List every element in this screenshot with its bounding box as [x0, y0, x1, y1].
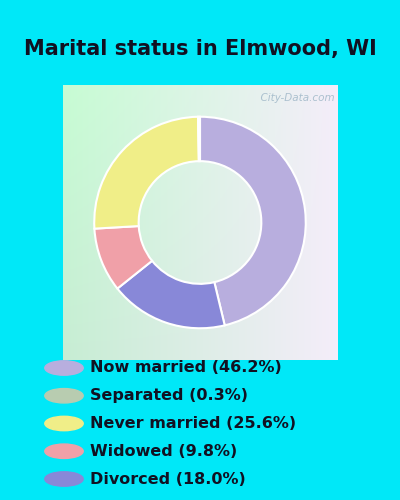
Wedge shape [198, 116, 200, 161]
Text: City-Data.com: City-Data.com [254, 93, 335, 103]
Wedge shape [94, 116, 199, 228]
Circle shape [45, 416, 83, 430]
Circle shape [45, 361, 83, 375]
Circle shape [45, 388, 83, 403]
Text: Separated (0.3%): Separated (0.3%) [90, 388, 248, 403]
Text: Marital status in Elmwood, WI: Marital status in Elmwood, WI [24, 40, 376, 60]
Text: Widowed (9.8%): Widowed (9.8%) [90, 444, 237, 459]
Wedge shape [117, 261, 225, 328]
Circle shape [45, 444, 83, 458]
Text: Divorced (18.0%): Divorced (18.0%) [90, 472, 246, 486]
Wedge shape [94, 226, 152, 288]
Text: Now married (46.2%): Now married (46.2%) [90, 360, 282, 376]
Circle shape [45, 472, 83, 486]
Text: Never married (25.6%): Never married (25.6%) [90, 416, 296, 431]
Wedge shape [200, 116, 306, 326]
